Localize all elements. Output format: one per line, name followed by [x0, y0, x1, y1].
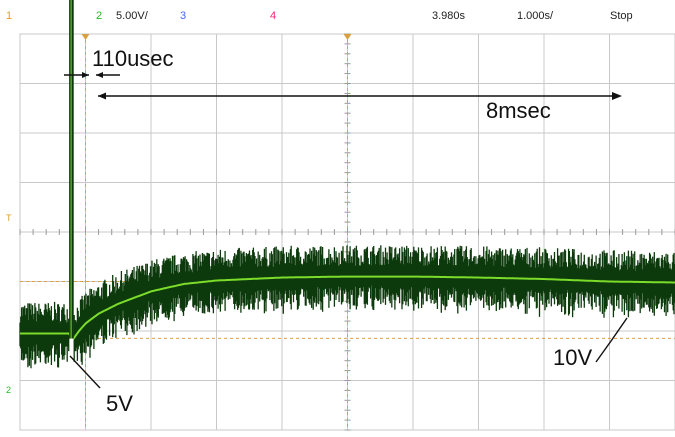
cursor-marker	[343, 34, 352, 40]
ch1-indicator: 1	[6, 10, 13, 22]
cursor-marker	[81, 34, 90, 40]
ch2-indicator: 2	[96, 10, 103, 22]
5v-leader-line	[69, 355, 101, 389]
5v-label: 5V	[106, 391, 133, 416]
ch3-indicator: 3	[180, 10, 187, 22]
duration-label: 8msec	[486, 98, 551, 123]
run-status: Stop	[610, 10, 633, 22]
ch2-scale-readout: 5.00V/	[116, 10, 148, 22]
pulse-width-label: 110usec	[92, 46, 174, 71]
ch2-ground-marker: 2	[6, 385, 12, 395]
10v-label: 10V	[553, 345, 593, 370]
time-div-readout: 1.000s/	[517, 10, 554, 22]
time-offset-readout: 3.980s	[432, 10, 466, 22]
ch4-indicator: 4	[270, 10, 277, 22]
10v-leader-line	[595, 317, 628, 363]
trigger-marker: T	[6, 213, 12, 223]
trace-mean-line	[20, 275, 675, 340]
duration-arrow	[98, 92, 622, 100]
pulse-width-dimension	[64, 72, 120, 78]
